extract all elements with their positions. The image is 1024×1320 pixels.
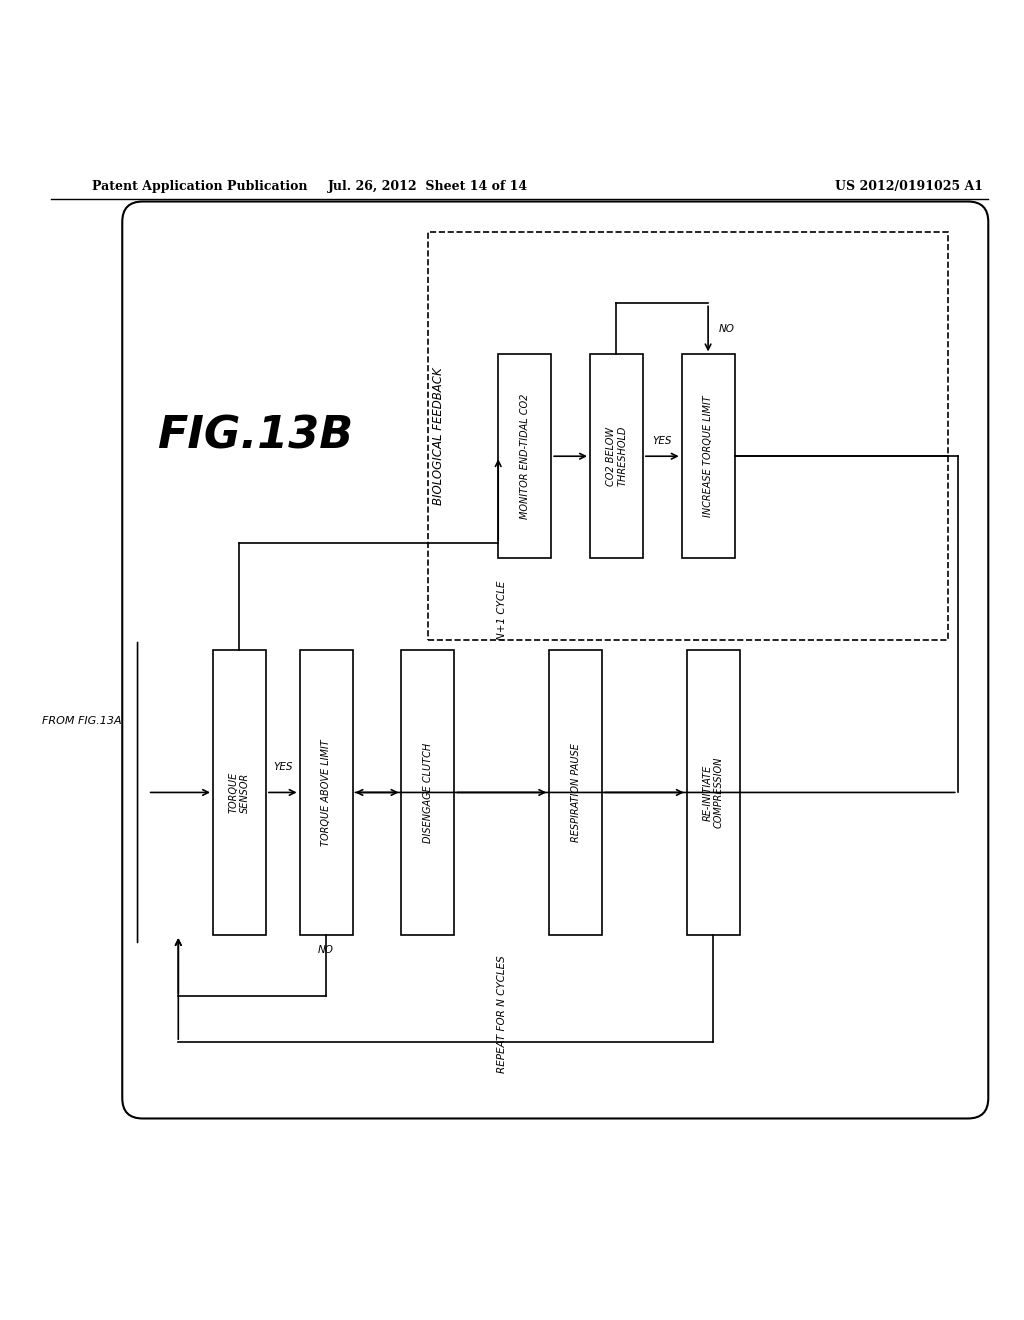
Text: US 2012/0191025 A1: US 2012/0191025 A1 <box>836 180 983 193</box>
Text: NO: NO <box>318 945 334 956</box>
Bar <box>687 649 739 935</box>
Text: BIOLOGICAL FEEDBACK: BIOLOGICAL FEEDBACK <box>431 367 444 504</box>
Text: NO: NO <box>718 323 734 334</box>
Text: RE-INITIATE
COMPRESSION: RE-INITIATE COMPRESSION <box>702 756 724 828</box>
Text: YES: YES <box>652 436 672 446</box>
Bar <box>590 354 643 558</box>
Bar <box>499 354 551 558</box>
Text: Jul. 26, 2012  Sheet 14 of 14: Jul. 26, 2012 Sheet 14 of 14 <box>328 180 528 193</box>
Text: INCREASE TORQUE LIMIT: INCREASE TORQUE LIMIT <box>703 396 713 517</box>
Text: MONITOR END-TIDAL CO2: MONITOR END-TIDAL CO2 <box>520 393 529 519</box>
Text: YES: YES <box>273 762 293 772</box>
Text: DISENGAGE CLUTCH: DISENGAGE CLUTCH <box>423 742 433 842</box>
Text: CO2 BELOW
THRESHOLD: CO2 BELOW THRESHOLD <box>605 426 628 486</box>
FancyBboxPatch shape <box>428 232 947 640</box>
Text: TORQUE
SENSOR: TORQUE SENSOR <box>228 772 250 813</box>
Bar <box>300 649 352 935</box>
Bar <box>401 649 455 935</box>
Text: RESPIRATION PAUSE: RESPIRATION PAUSE <box>570 743 581 842</box>
Text: TORQUE ABOVE LIMIT: TORQUE ABOVE LIMIT <box>322 739 331 846</box>
Text: REPEAT FOR N CYCLES: REPEAT FOR N CYCLES <box>497 956 507 1073</box>
Text: FROM FIG.13A: FROM FIG.13A <box>42 717 121 726</box>
FancyBboxPatch shape <box>122 202 988 1118</box>
Text: Patent Application Publication: Patent Application Publication <box>92 180 307 193</box>
Bar <box>549 649 602 935</box>
Text: FIG.13B: FIG.13B <box>157 414 353 457</box>
Bar <box>682 354 734 558</box>
Text: N+1 CYCLE: N+1 CYCLE <box>497 581 507 640</box>
Bar <box>213 649 266 935</box>
